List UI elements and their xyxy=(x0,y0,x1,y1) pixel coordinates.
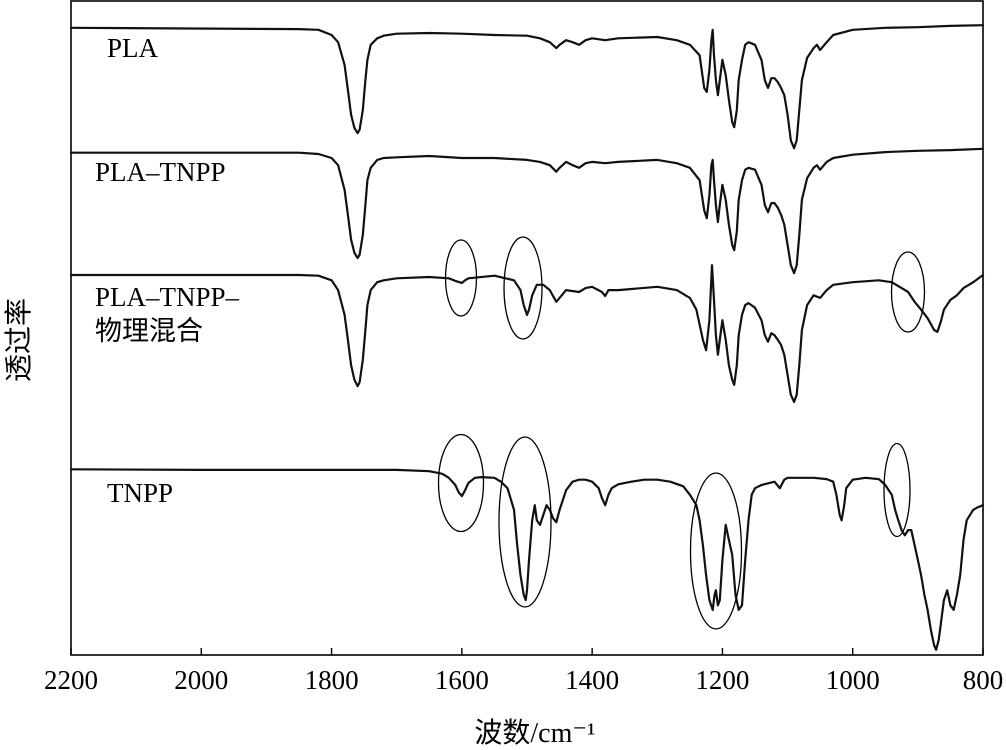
series-labels: PLA PLA–TNPP PLA–TNPP– 物理混合 TNPP xyxy=(95,33,240,508)
series-label: TNPP xyxy=(107,478,173,508)
x-axis-label: 波数/cm⁻¹ xyxy=(474,717,595,749)
highlight-ellipse xyxy=(689,472,743,630)
x-tick-label: 1800 xyxy=(305,665,359,695)
series-label: PLA–TNPP xyxy=(95,157,226,187)
x-axis-ticks: 2200 2000 1800 1600 1400 1200 1000 800 xyxy=(44,648,1003,695)
highlight-ellipse xyxy=(444,239,478,317)
x-tick-label: 1600 xyxy=(435,665,489,695)
spectrum-line xyxy=(69,468,985,651)
series-label: 物理混合 xyxy=(95,316,203,346)
y-axis-label: 透过率 xyxy=(3,298,35,382)
spectra xyxy=(69,24,985,651)
x-tick-label: 2000 xyxy=(174,665,228,695)
x-tick-label: 1200 xyxy=(695,665,749,695)
highlight-ellipse xyxy=(890,251,926,333)
spectrum-line xyxy=(69,147,985,275)
plot-frame xyxy=(70,0,984,656)
highlight-ellipse xyxy=(883,442,911,538)
series-label: PLA–TNPP– xyxy=(95,282,240,312)
x-tick-label: 1000 xyxy=(826,665,880,695)
x-tick-label: 2200 xyxy=(44,665,98,695)
series-label: PLA xyxy=(107,33,159,63)
highlight-ellipse xyxy=(437,433,485,533)
highlight-ellipse xyxy=(503,236,543,340)
x-tick-label: 800 xyxy=(963,665,1004,695)
x-tick-label: 1400 xyxy=(565,665,619,695)
highlight-ellipse xyxy=(498,436,552,608)
spectrum-line xyxy=(69,24,985,150)
highlight-ellipses xyxy=(437,236,926,630)
spectrum-line xyxy=(69,264,985,403)
